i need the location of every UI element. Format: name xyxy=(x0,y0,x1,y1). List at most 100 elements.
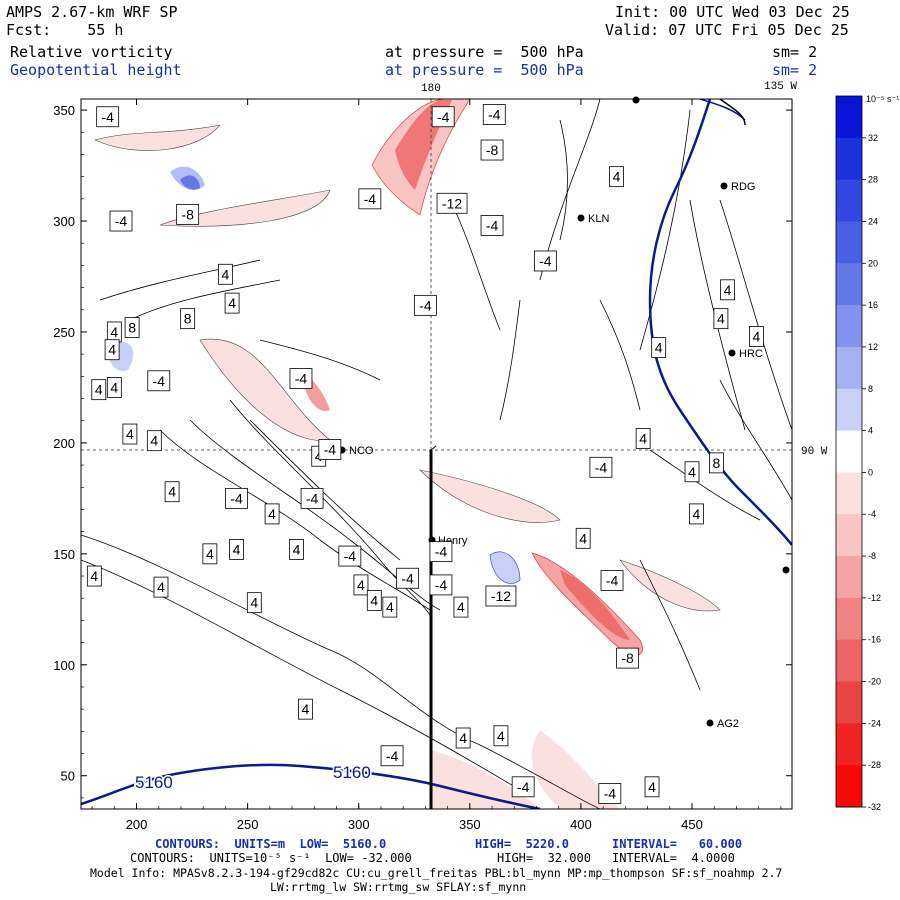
vorticity-label-box xyxy=(453,596,469,618)
vorticity-label: -4 xyxy=(230,490,243,506)
vorticity-label: -4 xyxy=(419,297,432,313)
vorticity-label: 4 xyxy=(579,530,587,546)
colorbar-swatch xyxy=(836,137,862,181)
vorticity-label-box xyxy=(153,576,169,598)
vorticity-label: -8 xyxy=(621,650,634,666)
colorbar-swatch xyxy=(836,723,862,766)
plot-frame xyxy=(80,98,793,810)
colorbar-swatch xyxy=(836,556,862,599)
x-tick-label: 200 xyxy=(126,817,148,832)
footer-model-info: Model Info: MPASv8.2.3-194-gf29cd82c CU:… xyxy=(90,866,783,880)
y-tick-label: 50 xyxy=(61,769,75,784)
colorbar-swatch xyxy=(836,472,862,515)
colorbar-swatch xyxy=(836,514,862,557)
vorticity-label: 4 xyxy=(157,579,165,595)
vorticity-label: -4 xyxy=(595,459,608,475)
vorticity-label: 4 xyxy=(206,546,214,562)
vorticity-label: 4 xyxy=(108,342,116,358)
vorticity-label-box xyxy=(180,308,196,330)
y-tick-label: 100 xyxy=(53,658,75,673)
vorticity-label-box xyxy=(609,166,624,188)
vorticity-label-box xyxy=(455,727,471,749)
vorticity-label: 4 xyxy=(233,541,241,557)
colorbar-swatch xyxy=(836,765,862,808)
lon-90w-label: 90 W xyxy=(801,446,828,458)
vorticity-label: -4 xyxy=(604,785,617,801)
vorticity-label: 4 xyxy=(357,577,365,593)
field1-level: at pressure = 500 hPa xyxy=(385,43,584,61)
vorticity-label-box xyxy=(353,574,369,596)
footer-height-interval: INTERVAL= 60.000 xyxy=(612,837,743,851)
vorticity-label: -4 xyxy=(435,544,448,560)
colorbar-tick-label: -20 xyxy=(868,677,881,687)
vorticity-label: 4 xyxy=(228,295,236,311)
field2-level: at pressure = 500 hPa xyxy=(385,61,584,79)
colorbar-tick-label: -28 xyxy=(868,760,881,770)
colorbar-tick-label: 4 xyxy=(868,426,873,436)
colorbar-frame xyxy=(835,95,863,808)
colorbar-swatch xyxy=(836,263,862,306)
vorticity-label: -4 xyxy=(401,570,414,586)
colorbar-swatch xyxy=(836,305,862,348)
vorticity-label-box xyxy=(298,698,313,720)
vorticity-label-box xyxy=(429,541,453,563)
vorticity-label-box xyxy=(644,776,660,798)
vorticity-label-box xyxy=(396,567,420,589)
vorticity-label-box xyxy=(246,592,262,614)
vorticity-label-box xyxy=(749,326,764,347)
vorticity-label-box xyxy=(176,203,200,225)
vorticity-label-box xyxy=(431,106,455,128)
vorticity-label: -4 xyxy=(437,109,450,125)
colorbar-tick-label: 28 xyxy=(868,175,878,185)
station-rdg: RDG xyxy=(731,181,755,193)
vorticity-label-box xyxy=(511,776,535,798)
vorticity-label: 4 xyxy=(648,779,656,795)
colorbar-tick-label: 16 xyxy=(868,300,878,310)
vorticity-label: 4 xyxy=(639,430,647,446)
field1-name: Relative vorticity xyxy=(10,43,173,61)
vorticity-label: 4 xyxy=(95,382,103,398)
colorbar-tick-label: -4 xyxy=(868,509,876,519)
vorticity-label-box xyxy=(480,215,504,236)
vorticity-label: 4 xyxy=(459,730,467,746)
map-field-layer xyxy=(81,99,792,809)
colorbar-swatch xyxy=(836,681,862,724)
vorticity-label-box xyxy=(493,725,509,747)
lon-135w-label: 135 W xyxy=(764,81,797,93)
colorbar-tick-label: 8 xyxy=(868,384,873,394)
vorticity-label: -4 xyxy=(115,213,128,229)
height-label: 5160 xyxy=(135,773,173,792)
y-tick-label: 350 xyxy=(53,103,75,118)
valid-time: Valid: 07 UTC Fri 05 Dec 25 xyxy=(605,21,849,39)
station-kln: KLN xyxy=(588,213,609,225)
vorticity-label: -4 xyxy=(101,109,114,125)
vorticity-label-box xyxy=(124,317,140,338)
vorticity-label: -4 xyxy=(606,572,619,588)
vorticity-label: 4 xyxy=(250,595,258,611)
colorbar-swatch xyxy=(836,388,862,432)
vorticity-label: 4 xyxy=(457,599,465,615)
vorticity-label-box xyxy=(300,487,324,509)
vorticity-label: -4 xyxy=(517,779,530,795)
vorticity-label: 4 xyxy=(724,282,732,298)
vorticity-label-box xyxy=(598,783,622,804)
vorticity-label-box xyxy=(480,139,504,161)
vorticity-label: 4 xyxy=(126,426,134,442)
vorticity-label: -8 xyxy=(486,142,499,158)
vorticity-label-box xyxy=(533,250,557,272)
vorticity-label: 4 xyxy=(90,568,98,584)
vorticity-label-box xyxy=(229,539,244,560)
vorticity-label: 4 xyxy=(688,464,696,480)
vorticity-label: -4 xyxy=(386,748,399,764)
colorbar-tick-label: 24 xyxy=(868,216,878,226)
vorticity-label: 4 xyxy=(370,592,378,608)
vorticity-label-box xyxy=(218,263,233,285)
vorticity-label-box xyxy=(429,574,453,596)
y-tick-label: 300 xyxy=(53,214,75,229)
x-tick-label: 450 xyxy=(681,817,703,832)
vorticity-label-box xyxy=(147,370,171,392)
vorticity-label: 4 xyxy=(293,541,301,557)
footer-height-contours: CONTOURS: UNITS=m LOW= 5160.0 xyxy=(155,837,387,851)
vorticity-label: 8 xyxy=(713,455,721,471)
